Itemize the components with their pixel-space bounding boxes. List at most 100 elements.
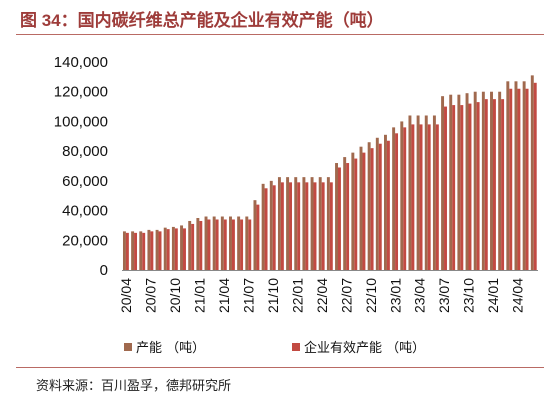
- source-divider: [16, 367, 544, 368]
- total-capacity-bar: [253, 200, 257, 270]
- total-capacity-bar: [261, 183, 265, 270]
- total-capacity-bar: [286, 177, 290, 270]
- effective-capacity-bar: [125, 232, 129, 270]
- total-capacity-bar: [498, 91, 502, 271]
- effective-capacity-bar: [142, 232, 146, 270]
- page-title: 图 34：国内碳纤维总产能及企业有效产能（吨）: [20, 11, 384, 30]
- x-tick-label: 21/04: [216, 278, 232, 313]
- total-capacity-bar: [269, 180, 273, 270]
- total-capacity-bar: [449, 94, 453, 270]
- effective-capacity-bar: [517, 88, 521, 271]
- total-capacity-bar: [131, 231, 135, 270]
- effective-capacity-bar: [444, 106, 447, 270]
- total-capacity-bar: [302, 177, 306, 270]
- total-capacity-bar: [212, 216, 216, 270]
- effective-capacity-bar: [476, 102, 480, 270]
- y-tick-label: 100,000: [54, 113, 108, 130]
- y-tick-label: 120,000: [54, 84, 108, 101]
- total-capacity-bar: [335, 163, 338, 270]
- total-capacity-bar: [351, 152, 355, 270]
- effective-capacity-bar: [313, 182, 317, 270]
- x-tick-label: 21/07: [240, 278, 256, 313]
- effective-capacity-bar: [525, 88, 529, 271]
- y-tick-label: 60,000: [62, 173, 108, 190]
- total-capacity-bar: [522, 81, 526, 270]
- total-capacity-bar: [310, 177, 314, 270]
- total-capacity-bar: [196, 218, 200, 270]
- effective-capacity-bar: [166, 229, 170, 270]
- x-tick-label: 20/07: [143, 278, 159, 313]
- total-capacity-bar: [122, 231, 126, 270]
- capacity-bar-chart: 0 20,000 40,000 60,000 80,000 100,000 120,000 1…: [54, 54, 538, 356]
- total-capacity-bar: [359, 146, 363, 270]
- effective-capacity-bar: [207, 219, 211, 270]
- total-capacity-bar: [318, 177, 322, 270]
- x-tick-label: 21/10: [265, 278, 281, 313]
- legend-swatch-total: [124, 343, 132, 351]
- total-capacity-bar: [424, 115, 428, 271]
- effective-capacity-bar: [386, 140, 390, 270]
- y-tick-label: 80,000: [62, 143, 108, 160]
- total-capacity-bar: [163, 227, 167, 270]
- total-capacity-bar: [416, 115, 420, 271]
- total-capacity-bar: [220, 216, 224, 270]
- x-tick-label: 22/07: [338, 278, 354, 313]
- effective-capacity-bar: [329, 182, 333, 270]
- effective-capacity-bar: [346, 163, 350, 270]
- effective-capacity-bar: [183, 228, 186, 270]
- effective-capacity-bar: [533, 82, 537, 270]
- effective-capacity-bar: [403, 127, 407, 271]
- legend-label-effective: 企业有效产能 （吨）: [304, 340, 425, 356]
- effective-capacity-bar: [191, 223, 195, 270]
- x-tick-label: 24/01: [485, 278, 501, 313]
- effective-capacity-bar: [435, 124, 439, 271]
- effective-capacity-bar: [256, 204, 260, 270]
- total-capacity-bar: [392, 127, 396, 271]
- y-tick-label: 140,000: [54, 54, 108, 71]
- effective-capacity-bar: [248, 219, 252, 270]
- effective-capacity-bar: [289, 182, 292, 270]
- title-divider: [16, 34, 544, 35]
- total-capacity-bar: [506, 81, 510, 270]
- total-capacity-bar: [171, 226, 175, 270]
- effective-capacity-bar: [484, 99, 488, 270]
- effective-capacity-bar: [460, 105, 464, 270]
- legend-label-total: 产能 （吨）: [136, 341, 205, 356]
- effective-capacity-bar: [231, 219, 235, 270]
- total-capacity-bar: [188, 220, 192, 270]
- effective-capacity-bar: [264, 188, 268, 270]
- effective-capacity-bar: [419, 124, 423, 271]
- y-tick-label: 20,000: [62, 232, 108, 249]
- x-tick-label: 20/10: [167, 278, 183, 313]
- legend: 产能 （吨） 企业有效产能 （吨）: [124, 340, 425, 356]
- bars-group: [122, 75, 537, 271]
- effective-capacity-bar: [337, 167, 341, 270]
- x-tick-label: 22/10: [363, 278, 379, 313]
- effective-capacity-bar: [272, 185, 276, 270]
- total-capacity-bar: [326, 177, 330, 270]
- total-capacity-bar: [204, 216, 208, 270]
- effective-capacity-bar: [174, 228, 178, 270]
- x-tick-label: 22/01: [289, 278, 305, 313]
- effective-capacity-bar: [501, 99, 505, 270]
- effective-capacity-bar: [411, 124, 415, 271]
- total-capacity-bar: [481, 91, 485, 271]
- total-capacity-bar: [237, 216, 241, 270]
- effective-capacity-bar: [305, 182, 309, 270]
- x-tick-label: 23/01: [387, 278, 403, 313]
- x-tick-label: 23/07: [436, 278, 452, 313]
- total-capacity-bar: [245, 216, 249, 270]
- total-capacity-bar: [375, 137, 379, 270]
- total-capacity-bar: [139, 231, 143, 270]
- total-capacity-bar: [400, 121, 404, 271]
- total-capacity-bar: [384, 134, 387, 270]
- effective-capacity-bar: [452, 105, 456, 270]
- effective-capacity-bar: [240, 219, 244, 270]
- x-tick-label: 23/10: [461, 278, 477, 313]
- legend-swatch-effective: [292, 343, 300, 351]
- effective-capacity-bar: [468, 103, 472, 270]
- total-capacity-bar: [465, 93, 469, 270]
- x-tick-label: 22/04: [314, 278, 330, 313]
- effective-capacity-bar: [492, 99, 496, 270]
- x-tick-label: 24/04: [510, 278, 526, 313]
